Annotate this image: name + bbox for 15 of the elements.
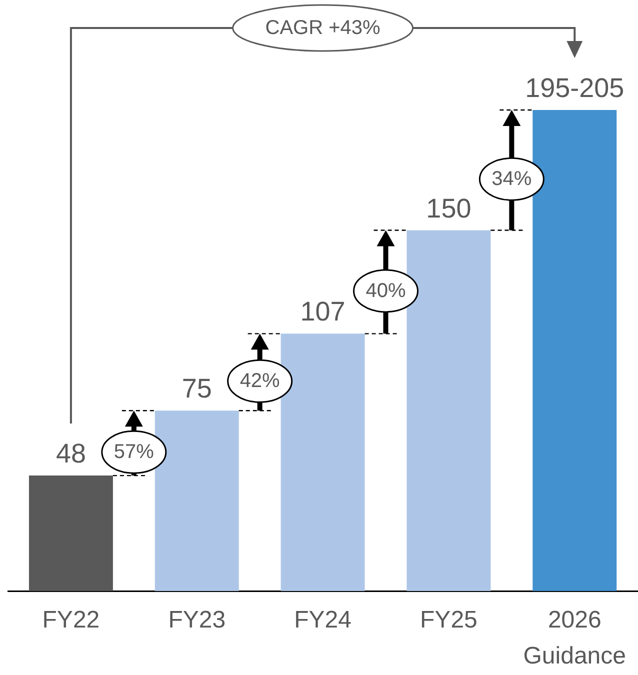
data-label: 195-205 xyxy=(525,73,624,103)
x-tick-label: FY24 xyxy=(294,606,352,634)
x-tick-label: FY25 xyxy=(420,606,478,634)
data-label: 150 xyxy=(426,193,472,224)
x-tick-label: 2026 Guidance xyxy=(523,606,626,670)
data-label: 75 xyxy=(182,374,212,404)
annotation: 34% xyxy=(492,168,532,190)
annotation: 40% xyxy=(366,280,406,302)
text: CAGR +43% xyxy=(265,17,380,39)
x-tick-label: FY23 xyxy=(168,606,226,634)
data-label: 48 xyxy=(56,438,86,469)
annotation: 57% xyxy=(114,441,154,464)
x-tick-label: FY22 xyxy=(42,606,100,634)
data-label: 107 xyxy=(300,296,346,327)
annotation: 42% xyxy=(240,370,280,392)
